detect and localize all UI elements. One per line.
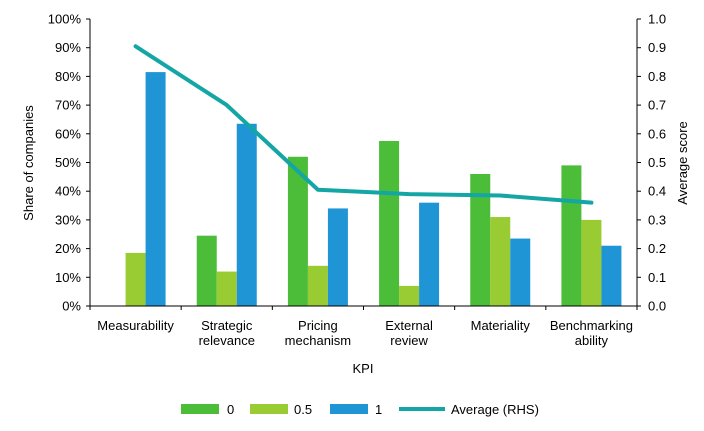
left-axis-title: Share of companies (21, 105, 36, 221)
bar-0-5 (561, 165, 582, 306)
left-tick-label: 0% (62, 299, 81, 314)
left-axis-ticks: 0% 10% 20% 30% 40% 50% 60% 70% 80% 90% 100% (48, 12, 90, 314)
bar-0.5-5 (581, 219, 602, 306)
left-tick-label: 30% (55, 212, 81, 227)
right-tick-label: 0.3 (648, 212, 666, 227)
category-label: Measurability (97, 318, 174, 333)
right-tick-label: 0.5 (648, 155, 666, 170)
left-tick-label: 10% (55, 270, 81, 285)
average-line (133, 44, 594, 205)
legend-label: Average (RHS) (451, 402, 539, 417)
bar-0-1 (196, 235, 217, 306)
legend-label: 1 (375, 402, 382, 417)
right-tick-label: 0.0 (648, 299, 666, 314)
bar-1-0 (145, 72, 166, 306)
right-tick-label: 0.1 (648, 270, 666, 285)
left-tick-label: 80% (55, 69, 81, 84)
category-label: Pricing mechanism (285, 318, 351, 348)
right-tick-label: 0.8 (648, 69, 666, 84)
average-rhs-line (133, 44, 594, 205)
right-tick-label: 0.9 (648, 40, 666, 55)
legend-swatch-1 (250, 404, 288, 414)
left-tick-label: 20% (55, 241, 81, 256)
left-tick-label: 90% (55, 40, 81, 55)
category-label: External review (385, 318, 433, 348)
bar-0-4 (470, 173, 491, 306)
bar-0.5-1 (216, 271, 237, 306)
bar-1-4 (510, 238, 531, 306)
bar-1-1 (236, 123, 257, 306)
bar-1-3 (419, 202, 440, 306)
left-tick-label: 50% (55, 155, 81, 170)
legend: 0 0.5 1 Average (RHS) (181, 402, 539, 417)
right-tick-label: 0.4 (648, 184, 666, 199)
right-tick-label: 0.6 (648, 126, 666, 141)
left-tick-label: 40% (55, 184, 81, 199)
legend-swatch-2 (330, 404, 368, 414)
axes (89, 19, 638, 310)
category-labels: Measurability Strategic relevance Pricing me… (97, 318, 633, 348)
category-label: Materiality (471, 318, 531, 333)
category-label: Strategic relevance (199, 318, 255, 348)
left-tick-label: 100% (48, 12, 82, 27)
category-label: Benchmarking ability (550, 318, 633, 348)
legend-label: 0 (227, 402, 234, 417)
bar-1-2 (327, 208, 348, 306)
right-tick-label: 0.7 (648, 98, 666, 113)
bar-0.5-2 (307, 265, 328, 306)
right-axis-ticks: 0.0 0.1 0.2 0.3 0.4 0.5 0.6 0.7 0.8 0.9 1.0 (637, 12, 666, 314)
bar-0-3 (379, 140, 400, 306)
right-tick-label: 0.2 (648, 241, 666, 256)
bar-0.5-0 (125, 252, 146, 306)
bar-1-5 (601, 245, 622, 306)
bar-0-2 (287, 156, 308, 306)
bar-0.5-4 (490, 217, 511, 306)
bar-0.5-3 (399, 285, 420, 306)
legend-label: 0.5 (294, 402, 312, 417)
left-tick-label: 60% (55, 126, 81, 141)
legend-swatch-0 (181, 404, 219, 414)
right-tick-label: 1.0 (648, 12, 666, 27)
x-axis-title: KPI (353, 361, 374, 376)
right-axis-title: Average score (675, 121, 690, 205)
bars (125, 72, 622, 306)
left-tick-label: 70% (55, 98, 81, 113)
